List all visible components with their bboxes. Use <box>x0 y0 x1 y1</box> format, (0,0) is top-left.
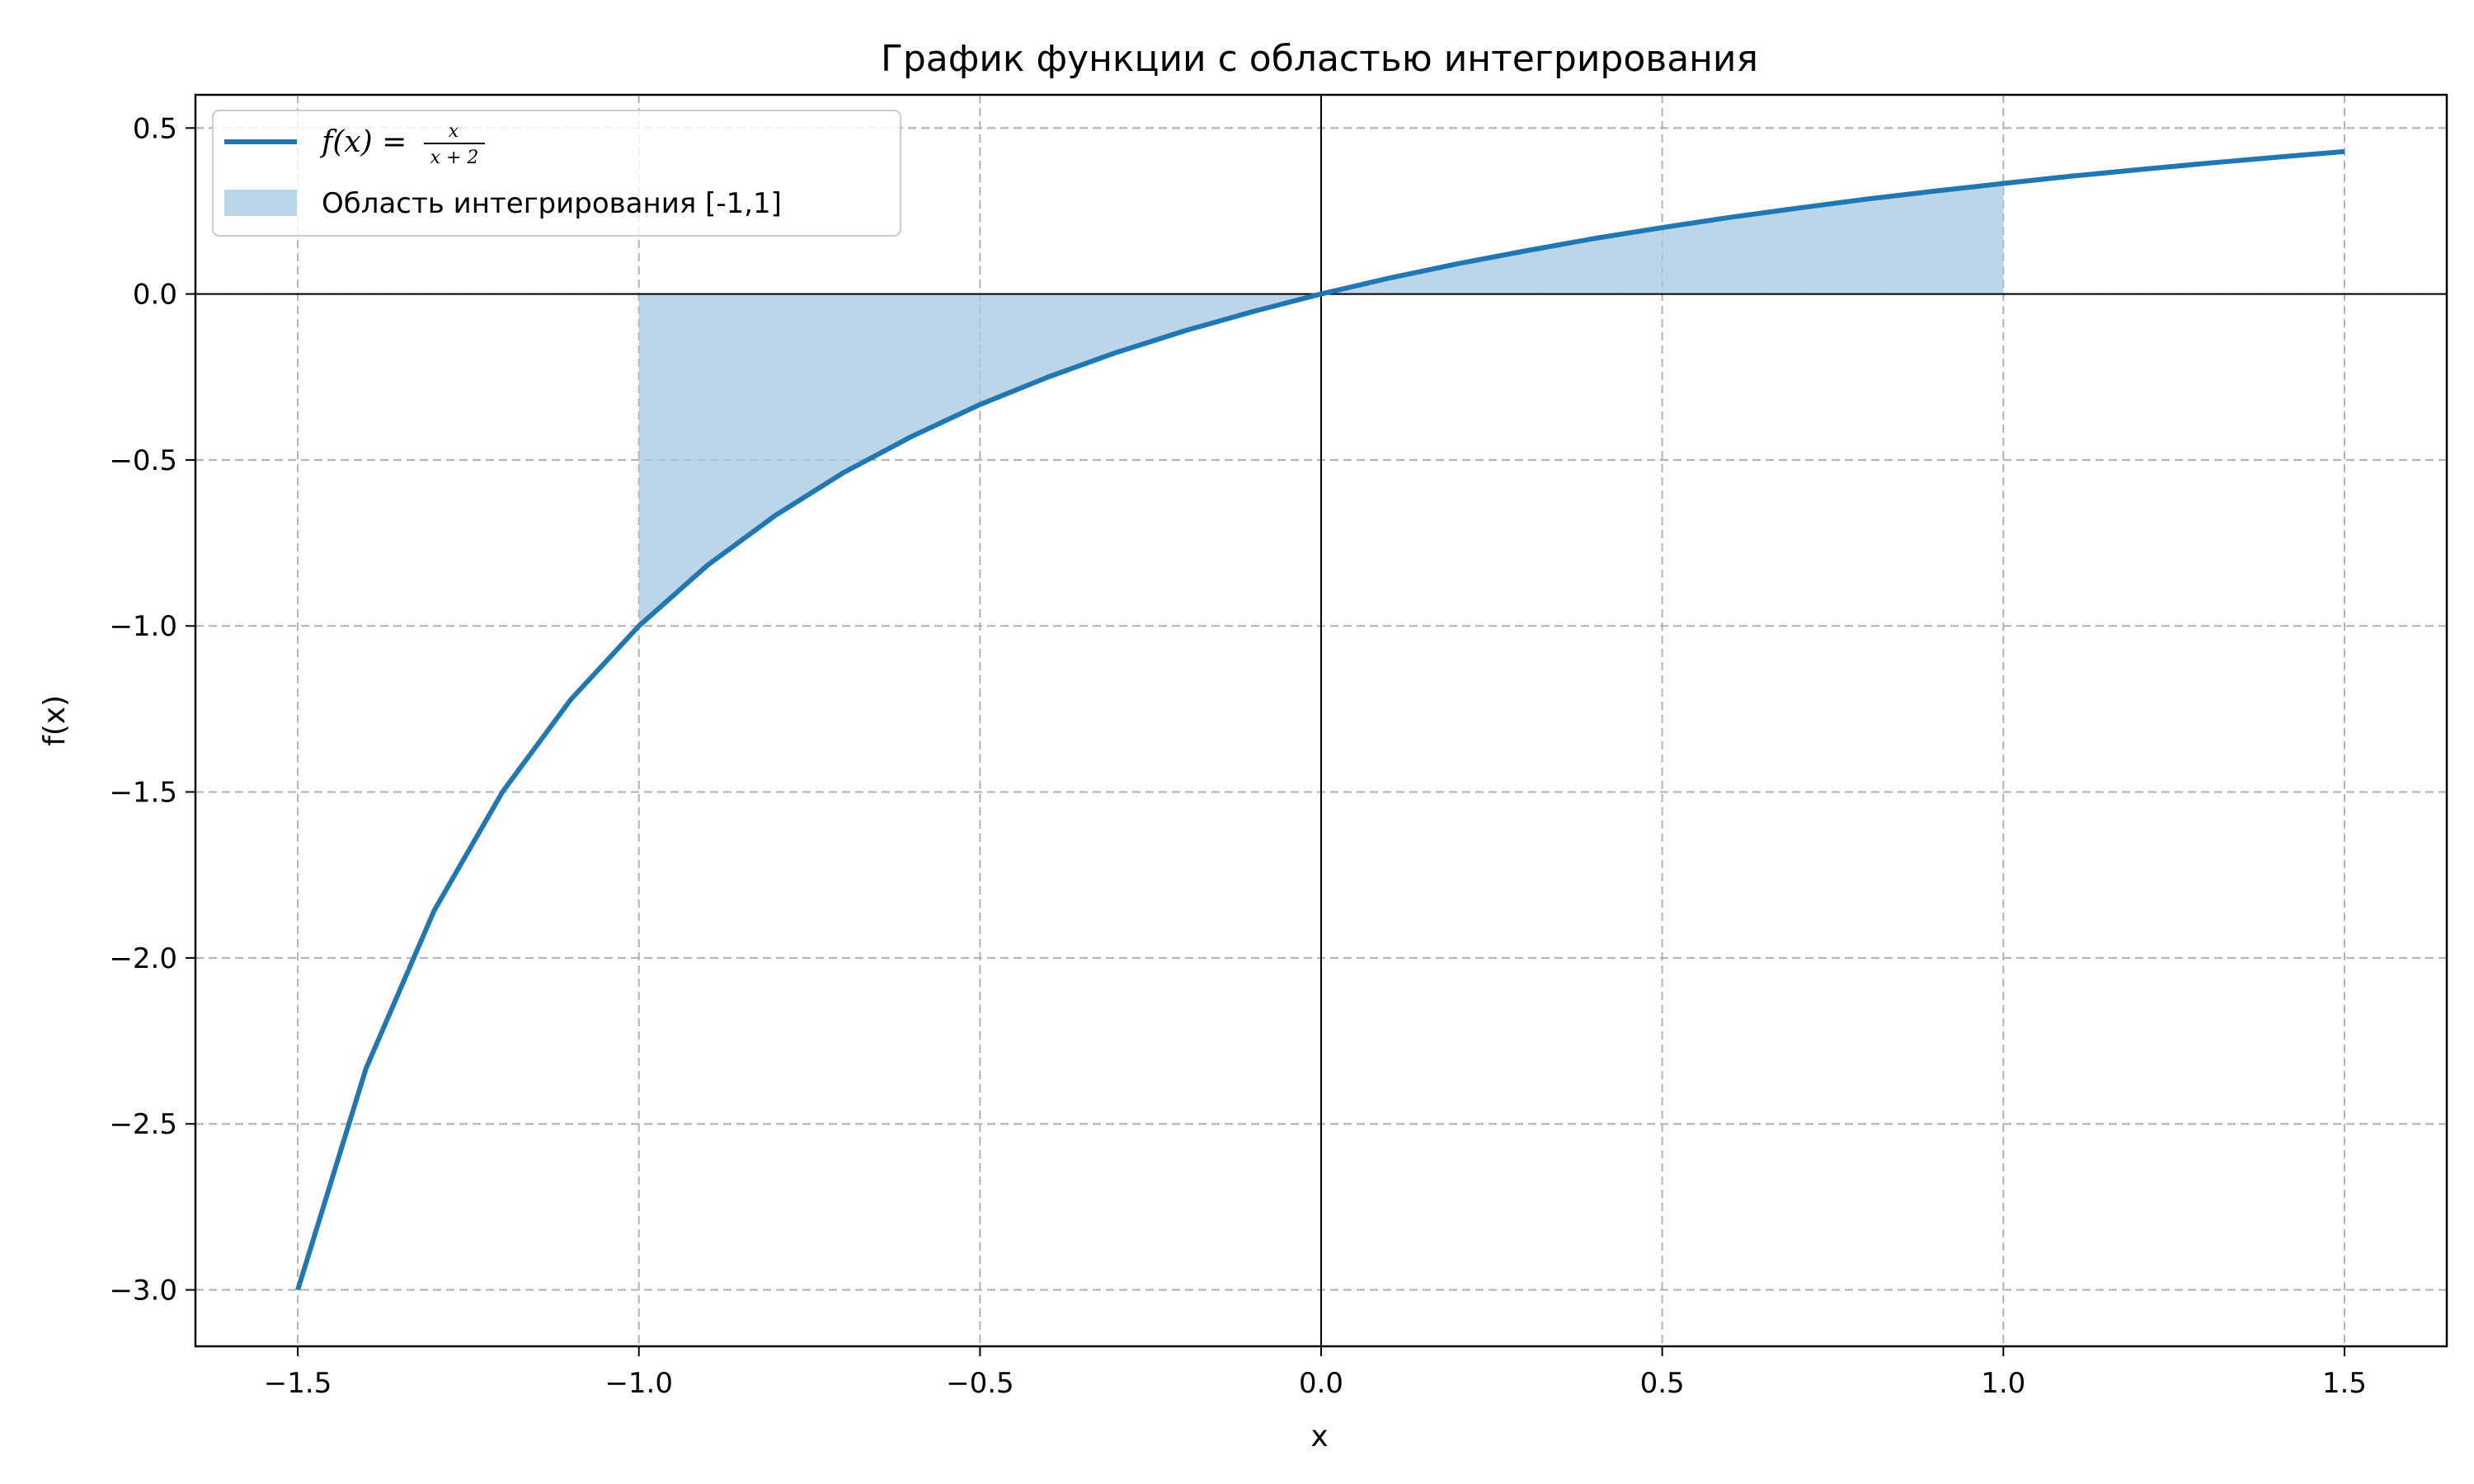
legend: f(x) = x x + 2 Область интегрирования [-… <box>212 110 901 237</box>
function-curve <box>295 148 2345 1291</box>
y-tick-label: −1.5 <box>109 777 177 810</box>
y-tick-label: −0.5 <box>109 444 177 477</box>
x-tick-label: −1.0 <box>604 1367 673 1400</box>
y-tick-label: −3.0 <box>109 1275 177 1308</box>
x-axis-label: x <box>1310 1420 1328 1453</box>
y-axis-ticks: 0.5 0.0 −0.5 −1.0 −1.5 −2.0 −2.5 −3.0 <box>109 112 195 1308</box>
legend-math-prefix: f(x) = <box>319 125 407 159</box>
x-tick-label: 0.0 <box>1299 1367 1343 1400</box>
y-tick-label: −1.0 <box>109 610 177 643</box>
legend-math-denominator: x + 2 <box>430 148 479 168</box>
y-tick-label: −2.0 <box>109 942 177 975</box>
chart-title: График функции с областью интегрирования <box>881 38 1758 80</box>
legend-fill-label: Область интегрирования [-1,1] <box>322 187 782 220</box>
legend-box <box>212 110 901 237</box>
x-tick-label: 1.5 <box>2322 1367 2367 1400</box>
x-axis-ticks: −1.5 −1.0 −0.5 0.0 0.5 1.0 1.5 <box>264 1346 2367 1400</box>
y-tick-label: 0.0 <box>133 279 177 312</box>
function-line <box>295 148 2345 1291</box>
y-tick-label: −2.5 <box>109 1108 177 1141</box>
x-tick-label: 1.0 <box>1981 1367 2025 1400</box>
x-tick-label: −0.5 <box>946 1367 1014 1400</box>
legend-fill-swatch <box>224 190 297 216</box>
x-tick-label: 0.5 <box>1640 1367 1685 1400</box>
legend-line-label: f(x) = x x + 2 <box>319 121 485 168</box>
y-tick-label: 0.5 <box>133 112 177 145</box>
y-axis-label: f(x) <box>38 695 72 746</box>
legend-math-numerator: x <box>449 121 459 142</box>
x-tick-label: −1.5 <box>264 1367 332 1400</box>
